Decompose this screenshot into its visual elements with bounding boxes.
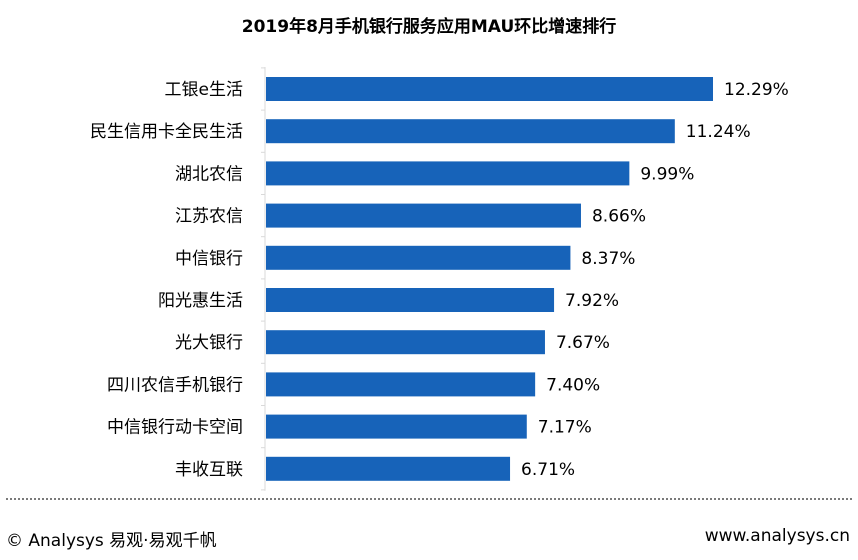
category-label: 丰收互联 (175, 460, 243, 480)
value-label: 7.67% (556, 333, 610, 353)
chart-title: 2019年8月手机银行服务应用MAU环比增速排行 (241, 17, 617, 37)
bar (266, 456, 511, 481)
value-label: 9.99% (640, 164, 694, 184)
value-label: 8.66% (592, 207, 646, 227)
bar (266, 372, 536, 397)
category-label: 光大银行 (175, 333, 243, 353)
website-text: www.analysys.cn (704, 526, 850, 546)
category-label: 中信银行动卡空间 (107, 418, 243, 438)
bar-chart: 工银e生活 12.29% 民生信用卡全民生活 11.24% 湖北农信 9.99% 江苏农信 8… (90, 67, 789, 491)
bar (266, 203, 581, 228)
category-label: 湖北农信 (175, 164, 243, 184)
bar (266, 119, 675, 144)
value-label: 7.17% (538, 418, 592, 438)
value-label: 6.71% (521, 460, 575, 480)
bar (266, 245, 571, 270)
footer-divider (6, 498, 852, 500)
bar (266, 414, 527, 439)
value-label: 12.29% (724, 80, 789, 100)
value-label: 7.92% (565, 291, 619, 311)
category-label: 民生信用卡全民生活 (90, 122, 243, 142)
bar (266, 330, 545, 355)
value-label: 8.37% (581, 249, 635, 269)
bar (266, 77, 713, 101)
category-label: 江苏农信 (175, 207, 243, 227)
value-label: 7.40% (546, 375, 600, 395)
copyright-text: © Analysys 易观·易观千帆 (6, 531, 217, 551)
bar (266, 161, 630, 186)
category-label: 工银e生活 (165, 80, 243, 100)
category-label: 阳光惠生活 (158, 291, 243, 311)
bar (266, 288, 555, 312)
value-label: 11.24% (686, 122, 751, 142)
category-label: 中信银行 (175, 249, 243, 269)
category-label: 四川农信手机银行 (107, 375, 243, 395)
